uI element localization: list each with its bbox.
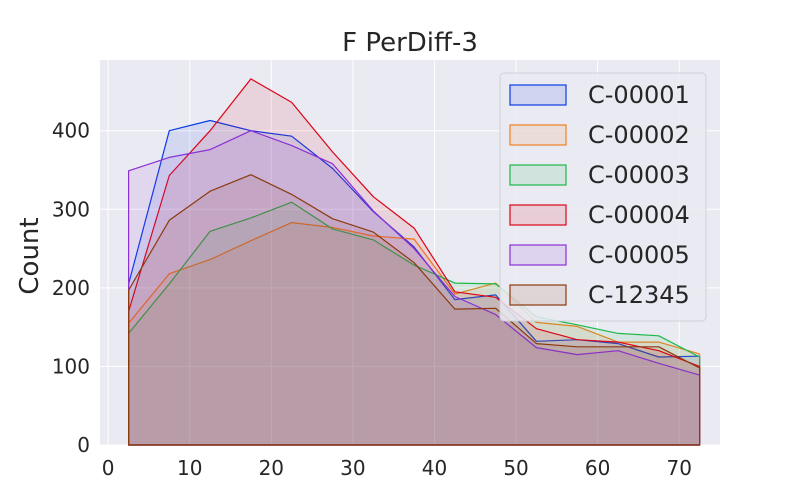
legend-label: C-00001 (588, 81, 690, 109)
legend-label: C-00005 (588, 241, 690, 269)
legend-swatch (509, 284, 567, 306)
legend: C-00001 C-00002 C-00003 C-00004 C-00005 C-123… (499, 72, 707, 322)
legend-entry: C-00001 (509, 81, 690, 109)
legend-swatch (509, 244, 567, 266)
legend-label: C-00002 (588, 121, 690, 149)
legend-swatch (509, 124, 567, 146)
legend-entry: C-00005 (509, 241, 690, 269)
legend-entry: C-00003 (509, 161, 690, 189)
legend-entry: C-00002 (509, 121, 690, 149)
y-tick-label: 400 (52, 119, 90, 143)
x-tick-label: 50 (503, 456, 528, 480)
x-tick-label: 10 (177, 456, 202, 480)
legend-label: C-00003 (588, 161, 690, 189)
y-tick-label: 200 (52, 276, 90, 300)
chart-title: F PerDiff-3 (342, 28, 478, 58)
series-area-c-00003 (128, 201, 701, 446)
legend-swatch (509, 204, 567, 226)
y-axis-label: Count (15, 217, 45, 294)
legend-swatch (509, 164, 567, 186)
plot-area: 0 10 20 30 40 50 60 70 0 100 200 300 400 (52, 60, 720, 480)
series-area-c-00002 (128, 222, 701, 446)
y-tick-label: 100 (52, 354, 90, 378)
x-tick-label: 0 (102, 456, 115, 480)
legend-box (499, 72, 707, 322)
x-tick-label: 60 (585, 456, 610, 480)
series-area-c-00005 (128, 130, 701, 446)
series-area-c-12345 (128, 174, 701, 446)
y-tick-label: 0 (77, 433, 90, 457)
legend-entry: C-12345 (509, 281, 690, 309)
x-tick-label: 40 (422, 456, 447, 480)
legend-label: C-00004 (588, 201, 690, 229)
y-tick-label: 300 (52, 197, 90, 221)
x-tick-label: 30 (340, 456, 365, 480)
legend-entry: C-00004 (509, 201, 690, 229)
x-tick-label: 20 (259, 456, 284, 480)
legend-swatch (509, 84, 567, 106)
x-tick-label: 70 (666, 456, 691, 480)
legend-label: C-12345 (588, 281, 690, 309)
